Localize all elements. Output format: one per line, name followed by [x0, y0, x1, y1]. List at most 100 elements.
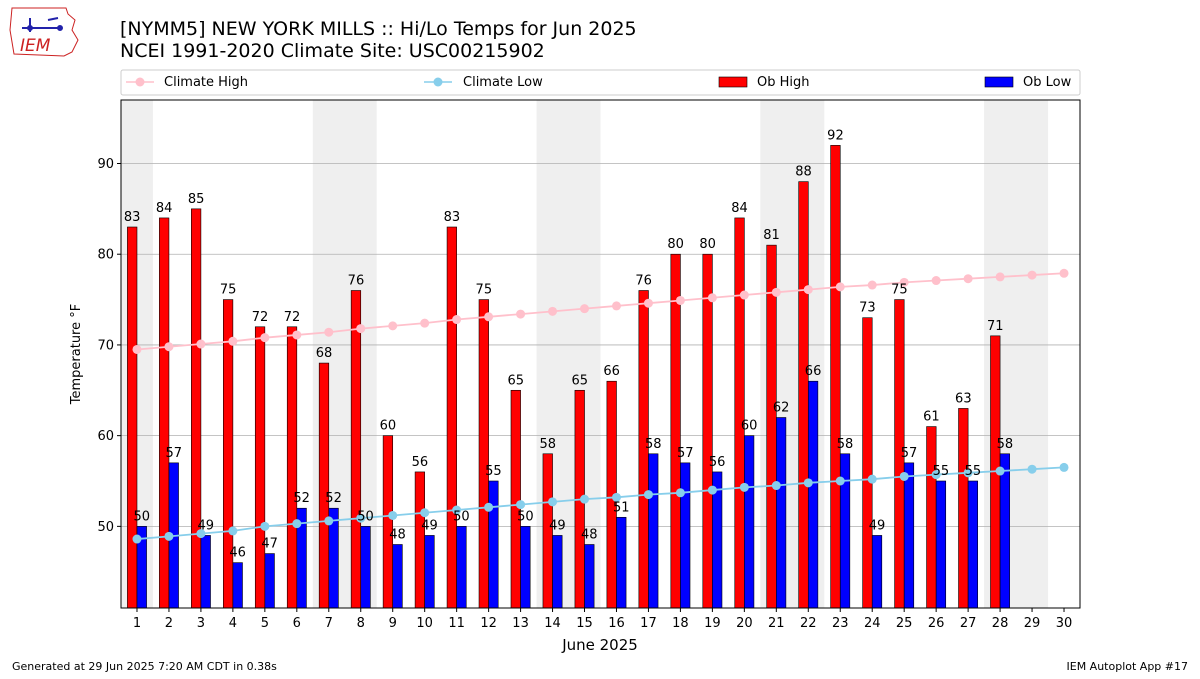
ob-high-label: 65: [508, 373, 525, 388]
ob-high-label: 84: [156, 201, 173, 216]
ob-high-label: 61: [923, 410, 940, 425]
x-tick-label: 6: [293, 616, 301, 631]
chart-legend: Climate High Climate Low Ob High Ob Low: [120, 69, 1081, 96]
climate-high-point: [292, 330, 302, 340]
x-tick-label: 28: [992, 616, 1009, 631]
climate-high-point: [675, 295, 685, 305]
climate-high-point: [484, 312, 494, 322]
climate-low-point: [931, 470, 941, 480]
climate-high-point: [771, 287, 781, 297]
ob-low-label: 57: [901, 446, 918, 461]
ob-high-label: 88: [795, 165, 812, 180]
ob-high-bar: [382, 435, 394, 609]
climate-high-point: [931, 276, 941, 286]
legend-label-ob-low: Ob Low: [1023, 75, 1072, 90]
ob-low-label: 55: [485, 464, 502, 479]
ob-high-label: 72: [252, 310, 269, 325]
ob-low-bar: [264, 553, 275, 609]
climate-low-point: [292, 519, 302, 529]
climate-low-point: [995, 466, 1005, 476]
x-tick-label: 18: [672, 616, 689, 631]
ob-high-label: 60: [380, 419, 397, 434]
climate-low-point: [580, 494, 590, 504]
ob-low-label: 60: [741, 419, 758, 434]
y-axis-label: Temperature °F: [69, 304, 84, 405]
climate-low-point: [739, 482, 749, 492]
climate-low-point: [388, 510, 398, 520]
climate-low-point: [707, 485, 717, 495]
climate-high-point: [1059, 268, 1069, 278]
climate-low-point: [484, 502, 494, 512]
x-tick-label: 10: [416, 616, 433, 631]
ob-high-label: 75: [476, 283, 493, 298]
ob-high-label: 71: [987, 319, 1004, 334]
ob-high-label: 80: [667, 237, 684, 252]
y-tick-label: 90: [97, 157, 114, 172]
ob-low-bar: [200, 535, 211, 609]
climate-low-point: [1059, 462, 1069, 472]
x-tick-label: 19: [704, 616, 721, 631]
x-tick-label: 5: [261, 616, 269, 631]
x-tick-label: 11: [448, 616, 465, 631]
ob-low-label: 52: [293, 491, 310, 506]
ob-high-label: 80: [699, 237, 716, 252]
x-tick-label: 2: [165, 616, 173, 631]
climate-low-point: [1027, 464, 1037, 474]
climate-low-point: [132, 534, 142, 544]
x-tick-label: 14: [544, 616, 561, 631]
climate-high-point: [867, 280, 877, 290]
ob-high-bar: [478, 299, 489, 609]
x-tick-label: 12: [480, 616, 497, 631]
ob-low-bar: [552, 535, 563, 609]
climate-high-point: [707, 293, 717, 303]
ob-high-bar: [510, 389, 521, 609]
logo-text: IEM: [20, 36, 51, 56]
climate-high-point: [739, 290, 749, 300]
ob-high-label: 75: [891, 283, 908, 298]
ob-low-label: 57: [165, 446, 182, 461]
ob-high-bar: [830, 145, 841, 609]
climate-high-point: [835, 282, 845, 292]
bar-series: [127, 145, 1010, 609]
ob-low-bar: [776, 417, 787, 609]
ob-low-label: 50: [453, 509, 470, 524]
ob-low-bar: [520, 526, 531, 609]
climate-high-point: [899, 277, 909, 287]
ob-low-label: 56: [709, 455, 726, 470]
legend-item-ob-low: Ob Low: [984, 75, 1072, 90]
ob-low-label: 55: [965, 464, 982, 479]
ob-high-bar: [350, 290, 362, 609]
x-tick-label: 9: [389, 616, 397, 631]
ob-low-label: 49: [549, 518, 566, 533]
x-tick-label: 26: [928, 616, 945, 631]
legend-item-climate-low: Climate Low: [424, 75, 543, 90]
climate-low-point: [516, 500, 526, 510]
climate-high-point: [356, 324, 366, 334]
ob-low-bar: [999, 453, 1010, 609]
ob-low-bar: [424, 535, 435, 609]
climate-low-point: [548, 497, 558, 507]
chart-subtitle: NCEI 1991-2020 Climate Site: USC00215902: [120, 40, 545, 62]
climate-low-point: [356, 513, 366, 523]
ob-high-bar: [222, 299, 234, 609]
climate-high-line: [136, 272, 1065, 351]
ob-high-label: 73: [859, 301, 876, 316]
x-tick-label: 29: [1024, 616, 1041, 631]
ob-low-label: 49: [869, 518, 886, 533]
x-tick-label: 23: [832, 616, 849, 631]
legend-label-ob-high: Ob High: [757, 75, 810, 90]
x-axis-ticks: 1 2 3 4 5 6 7 8 9 10 11 12 13 14 15 16 17 18 19 20 21 22 23 24 2…: [133, 608, 1072, 631]
climate-high-point: [548, 306, 558, 316]
ob-high-label: 72: [284, 310, 301, 325]
ob-low-bar: [903, 462, 915, 609]
ob-high-bar: [798, 181, 809, 609]
ob-high-bar: [926, 426, 937, 609]
ob-high-bar: [862, 317, 873, 609]
ob-high-bar: [766, 244, 777, 609]
climate-high-point: [452, 315, 462, 325]
x-tick-label: 30: [1056, 616, 1073, 631]
climate-high-point: [260, 333, 270, 343]
ob-high-label: 83: [444, 210, 461, 225]
x-tick-label: 1: [133, 616, 141, 631]
